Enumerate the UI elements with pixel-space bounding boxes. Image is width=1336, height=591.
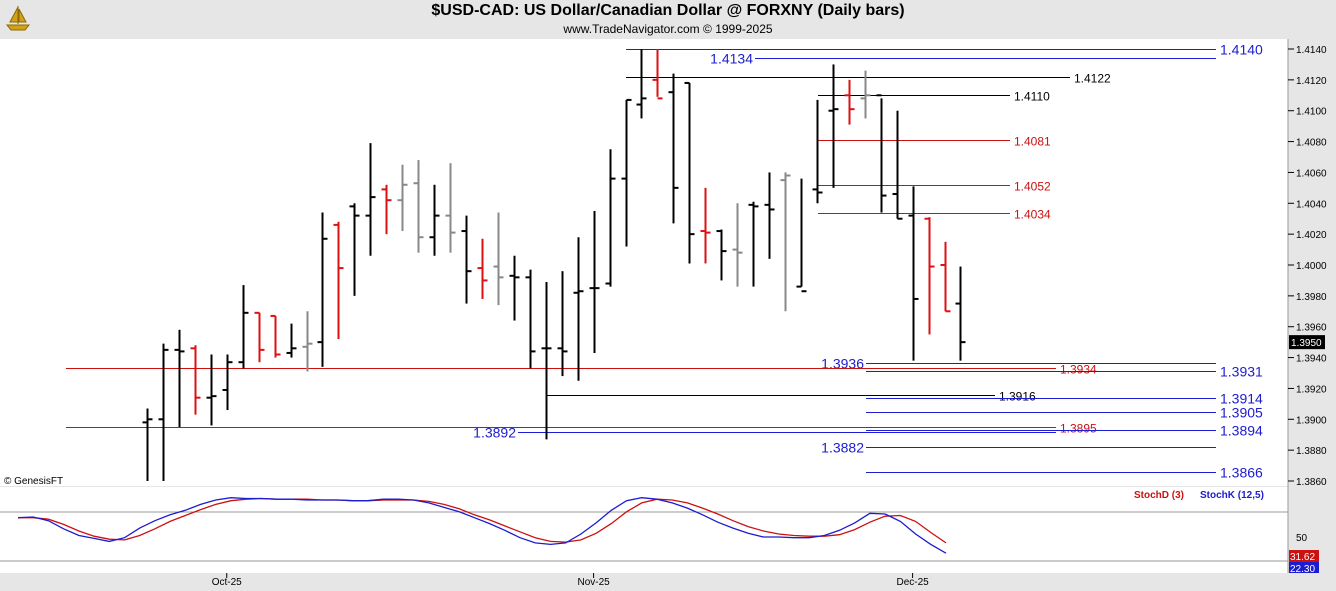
price-tick-label: 1.4040 bbox=[1296, 199, 1327, 210]
watermark: © GenesisFT bbox=[4, 476, 63, 487]
date-tick-label: Dec-25 bbox=[896, 577, 929, 588]
last-price-box bbox=[1289, 335, 1325, 350]
level-label: 1.3882 bbox=[821, 440, 864, 456]
price-tick-label: 1.4080 bbox=[1296, 138, 1327, 149]
stoch-k-line bbox=[17, 497, 947, 554]
date-axis: Oct-25 Nov-25 Dec-25 bbox=[212, 573, 929, 588]
stoch-d-line bbox=[18, 497, 947, 544]
price-tick-label: 1.3900 bbox=[1296, 415, 1327, 426]
level-lines: 1.4140 1.4134 1.4122 1.4110 1.4081 1.4052 1.40… bbox=[66, 42, 1263, 481]
price-tick-label: 1.4100 bbox=[1296, 107, 1327, 118]
chart-title: $USD-CAD: US Dollar/Canadian Dollar @ FO… bbox=[431, 2, 905, 19]
level-label: 1.3936 bbox=[821, 356, 864, 372]
stoch-d-value: 31.62 bbox=[1290, 552, 1315, 563]
last-price-label: 1.3950 bbox=[1291, 338, 1322, 349]
stoch-k-value-box bbox=[1289, 562, 1319, 573]
level-label: 1.4140 bbox=[1220, 42, 1263, 58]
price-tick-label: 1.3880 bbox=[1296, 446, 1327, 457]
price-tick-label: 1.3980 bbox=[1296, 292, 1327, 303]
stoch-plot-area bbox=[0, 487, 1288, 573]
sailboat-logo-icon bbox=[5, 6, 31, 31]
level-label: 1.3866 bbox=[1220, 465, 1263, 481]
level-label: 1.4134 bbox=[710, 51, 753, 67]
price-tick-label: 1.4000 bbox=[1296, 261, 1327, 272]
level-label: 1.3914 bbox=[1220, 391, 1263, 407]
stoch-axis-label: 50 bbox=[1296, 533, 1308, 544]
level-label: 1.3895 bbox=[1060, 422, 1097, 436]
chart-subtitle: www.TradeNavigator.com © 1999-2025 bbox=[563, 22, 773, 36]
level-label: 1.3892 bbox=[473, 425, 516, 441]
price-axis: 1.4140 1.4120 1.4100 1.4080 1.4060 1.4040 1.40… bbox=[1288, 45, 1327, 488]
level-label: 1.4122 bbox=[1074, 72, 1111, 86]
price-tick-label: 1.3920 bbox=[1296, 384, 1327, 395]
price-plot-area bbox=[0, 39, 1288, 486]
level-label: 1.4034 bbox=[1014, 208, 1051, 222]
price-tick-label: 1.4020 bbox=[1296, 230, 1327, 241]
stoch-k-legend: StochK (12,5) bbox=[1200, 490, 1264, 501]
price-tick-label: 1.3940 bbox=[1296, 354, 1327, 365]
stoch-k-value: 22.30 bbox=[1290, 564, 1315, 575]
stoch-d-legend: StochD (3) bbox=[1134, 490, 1184, 501]
level-label: 1.4110 bbox=[1014, 90, 1050, 104]
level-label: 1.4081 bbox=[1014, 135, 1051, 149]
level-label: 1.3905 bbox=[1220, 405, 1263, 421]
level-label: 1.3931 bbox=[1220, 364, 1263, 380]
level-label: 1.3894 bbox=[1220, 423, 1263, 439]
price-tick-label: 1.3960 bbox=[1296, 323, 1327, 334]
date-tick-label: Oct-25 bbox=[212, 577, 242, 588]
date-tick-label: Nov-25 bbox=[577, 577, 610, 588]
stoch-d-value-box bbox=[1289, 550, 1319, 562]
level-label: 1.4052 bbox=[1014, 180, 1051, 194]
price-bars bbox=[142, 49, 966, 481]
price-tick-label: 1.3860 bbox=[1296, 477, 1327, 488]
price-tick-label: 1.4120 bbox=[1296, 76, 1327, 87]
level-label: 1.3916 bbox=[999, 390, 1036, 404]
price-tick-label: 1.4140 bbox=[1296, 45, 1327, 56]
level-label: 1.3934 bbox=[1060, 363, 1097, 377]
price-tick-label: 1.4060 bbox=[1296, 168, 1327, 179]
